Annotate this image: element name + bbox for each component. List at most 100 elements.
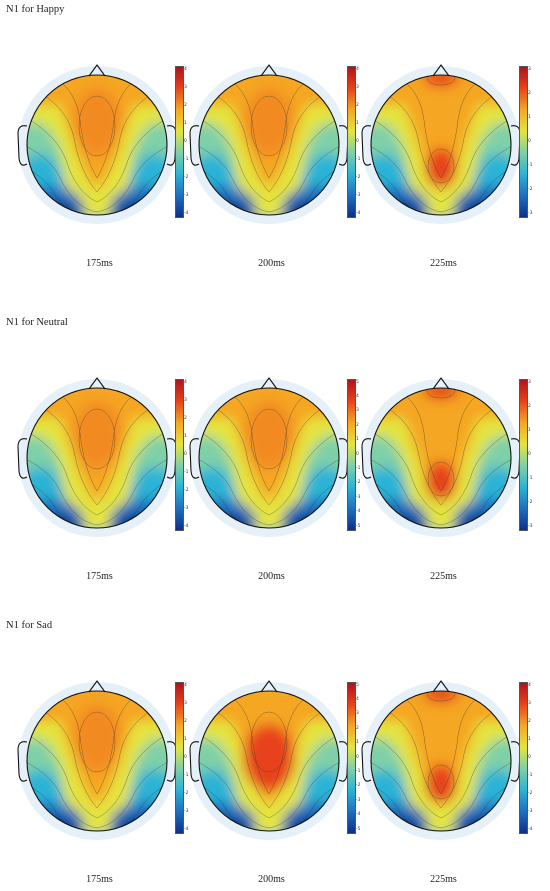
time-label: 175ms [86, 258, 113, 269]
colorbar-tick-label: 0 [528, 451, 531, 457]
topomap-wrap [356, 60, 526, 235]
topomap-wrap [184, 676, 354, 851]
colorbar-tick-label: 1 [184, 736, 187, 742]
topomap-panel: 4 3 2 1 0 -1 -2 -3 -4 175ms [12, 373, 189, 588]
scalp-topomap [189, 680, 349, 840]
colorbar-tick-label: 1 [356, 437, 359, 443]
colorbar-tick-label: 2 [528, 403, 531, 409]
colorbar-tick-label: -3 [528, 808, 533, 814]
topomap-panel: 3 2 1 0 -1 -2 -3 225ms [356, 373, 533, 588]
colorbar-tick-label: -4 [528, 826, 533, 832]
colorbar-gradient [175, 682, 184, 834]
left-ear-icon [17, 438, 28, 479]
topomap-wrap [356, 373, 526, 548]
colorbar-gradient [519, 682, 528, 834]
topomap-wrap [184, 60, 354, 235]
left-ear-icon [189, 438, 200, 479]
colorbar-tick-label: -1 [528, 772, 533, 778]
colorbar-tick-label: 1 [356, 120, 359, 126]
section-3: N1 for Sad 4 3 2 1 0 -1 -2 -3 -4 175ms 5 4 3 2 1 0 -1 -2 -3… [0, 616, 550, 885]
colorbar-tick-label: 0 [356, 754, 359, 760]
colorbar-tick-label: 0 [528, 138, 531, 144]
colorbar-tick-label: -4 [356, 812, 361, 818]
section-1: N1 for Happy 4 3 2 1 0 -1 -2 -3 -4 175ms 4 3 2 1 0 -1 -2 -… [0, 0, 550, 269]
scalp-topomap [17, 377, 177, 537]
colorbar-tick-label: 3 [184, 397, 187, 403]
colorbar-tick-label: -2 [356, 783, 361, 789]
topomap-panel: 3 2 1 0 -1 -2 -3 225ms [356, 60, 533, 275]
colorbar-tick-label: -1 [184, 772, 189, 778]
scalp-topomap [189, 64, 349, 224]
colorbar-gradient [175, 66, 184, 218]
colorbar-tick-label: 3 [184, 84, 187, 90]
colorbar-tick-label: 2 [528, 90, 531, 96]
topomap-panel: 4 3 2 1 0 -1 -2 -3 -4 175ms [12, 676, 189, 891]
colorbar-tick-label: -1 [184, 156, 189, 162]
colorbar-tick-label: 3 [528, 379, 531, 385]
colorbar-tick-label: -1 [184, 469, 189, 475]
colorbar-tick-label: -4 [184, 210, 189, 216]
topomap-wrap [12, 676, 182, 851]
left-ear-icon [17, 125, 28, 166]
colorbar-tick-label: 0 [184, 451, 187, 457]
colorbar-tick-label: 4 [356, 393, 359, 399]
colorbar-tick-label: -2 [184, 487, 189, 493]
colorbar-tick-label: -2 [356, 480, 361, 486]
colorbar-tick-label: -1 [356, 156, 361, 162]
scalp-field [27, 691, 167, 831]
colorbar-tick-label: -3 [356, 494, 361, 500]
nose-icon [432, 64, 450, 77]
nose-icon [260, 64, 278, 77]
section-title: N1 for Neutral [6, 317, 68, 328]
colorbar-tick-label: 1 [184, 120, 187, 126]
colorbar-tick-label: -1 [528, 475, 533, 481]
time-label: 225ms [430, 571, 457, 582]
colorbar-tick-label: 0 [356, 138, 359, 144]
time-label: 200ms [258, 571, 285, 582]
colorbar-tick-label: 0 [356, 451, 359, 457]
colorbar-tick-label: -1 [356, 465, 361, 471]
topomap-wrap [12, 60, 182, 235]
colorbar-tick-label: 2 [184, 102, 187, 108]
colorbar-tick-label: 1 [528, 114, 531, 120]
topomap-panel: 5 4 3 2 1 0 -1 -2 -3 -4 -5 200ms [184, 373, 361, 588]
left-ear-icon [17, 741, 28, 782]
section-title: N1 for Happy [6, 4, 65, 15]
colorbar-tick-label: 2 [184, 718, 187, 724]
colorbar-tick-label: 3 [528, 700, 531, 706]
colorbar-tick-label: -4 [356, 509, 361, 515]
left-ear-icon [361, 741, 372, 782]
time-label: 175ms [86, 874, 113, 885]
scalp-field [371, 388, 511, 528]
scalp-topomap [17, 680, 177, 840]
left-ear-icon [189, 125, 200, 166]
time-label: 200ms [258, 874, 285, 885]
topomap-wrap [184, 373, 354, 548]
colorbar-tick-label: -2 [356, 174, 361, 180]
time-label: 225ms [430, 258, 457, 269]
colorbar-tick-label: 2 [356, 725, 359, 731]
colorbar-tick-label: 4 [184, 379, 187, 385]
time-label: 175ms [86, 571, 113, 582]
scalp-topomap [361, 64, 521, 224]
colorbar-tick-label: 0 [184, 138, 187, 144]
colorbar-gradient [347, 379, 356, 531]
scalp-field [27, 388, 167, 528]
nose-icon [88, 377, 106, 390]
nose-icon [88, 680, 106, 693]
colorbar-tick-label: 0 [528, 754, 531, 760]
scalp-topomap [361, 377, 521, 537]
left-ear-icon [361, 125, 372, 166]
colorbar-tick-label: 4 [356, 696, 359, 702]
colorbar-tick-label: 3 [356, 408, 359, 414]
colorbar-tick-label: 5 [356, 379, 359, 385]
nose-icon [260, 377, 278, 390]
left-ear-icon [361, 438, 372, 479]
time-label: 225ms [430, 874, 457, 885]
colorbar-tick-label: -3 [356, 797, 361, 803]
colorbar-tick-label: -2 [184, 790, 189, 796]
colorbar-tick-label: 1 [356, 740, 359, 746]
colorbar-tick-label: 2 [184, 415, 187, 421]
colorbar-tick-label: 4 [184, 66, 187, 72]
scalp-field [371, 75, 511, 215]
